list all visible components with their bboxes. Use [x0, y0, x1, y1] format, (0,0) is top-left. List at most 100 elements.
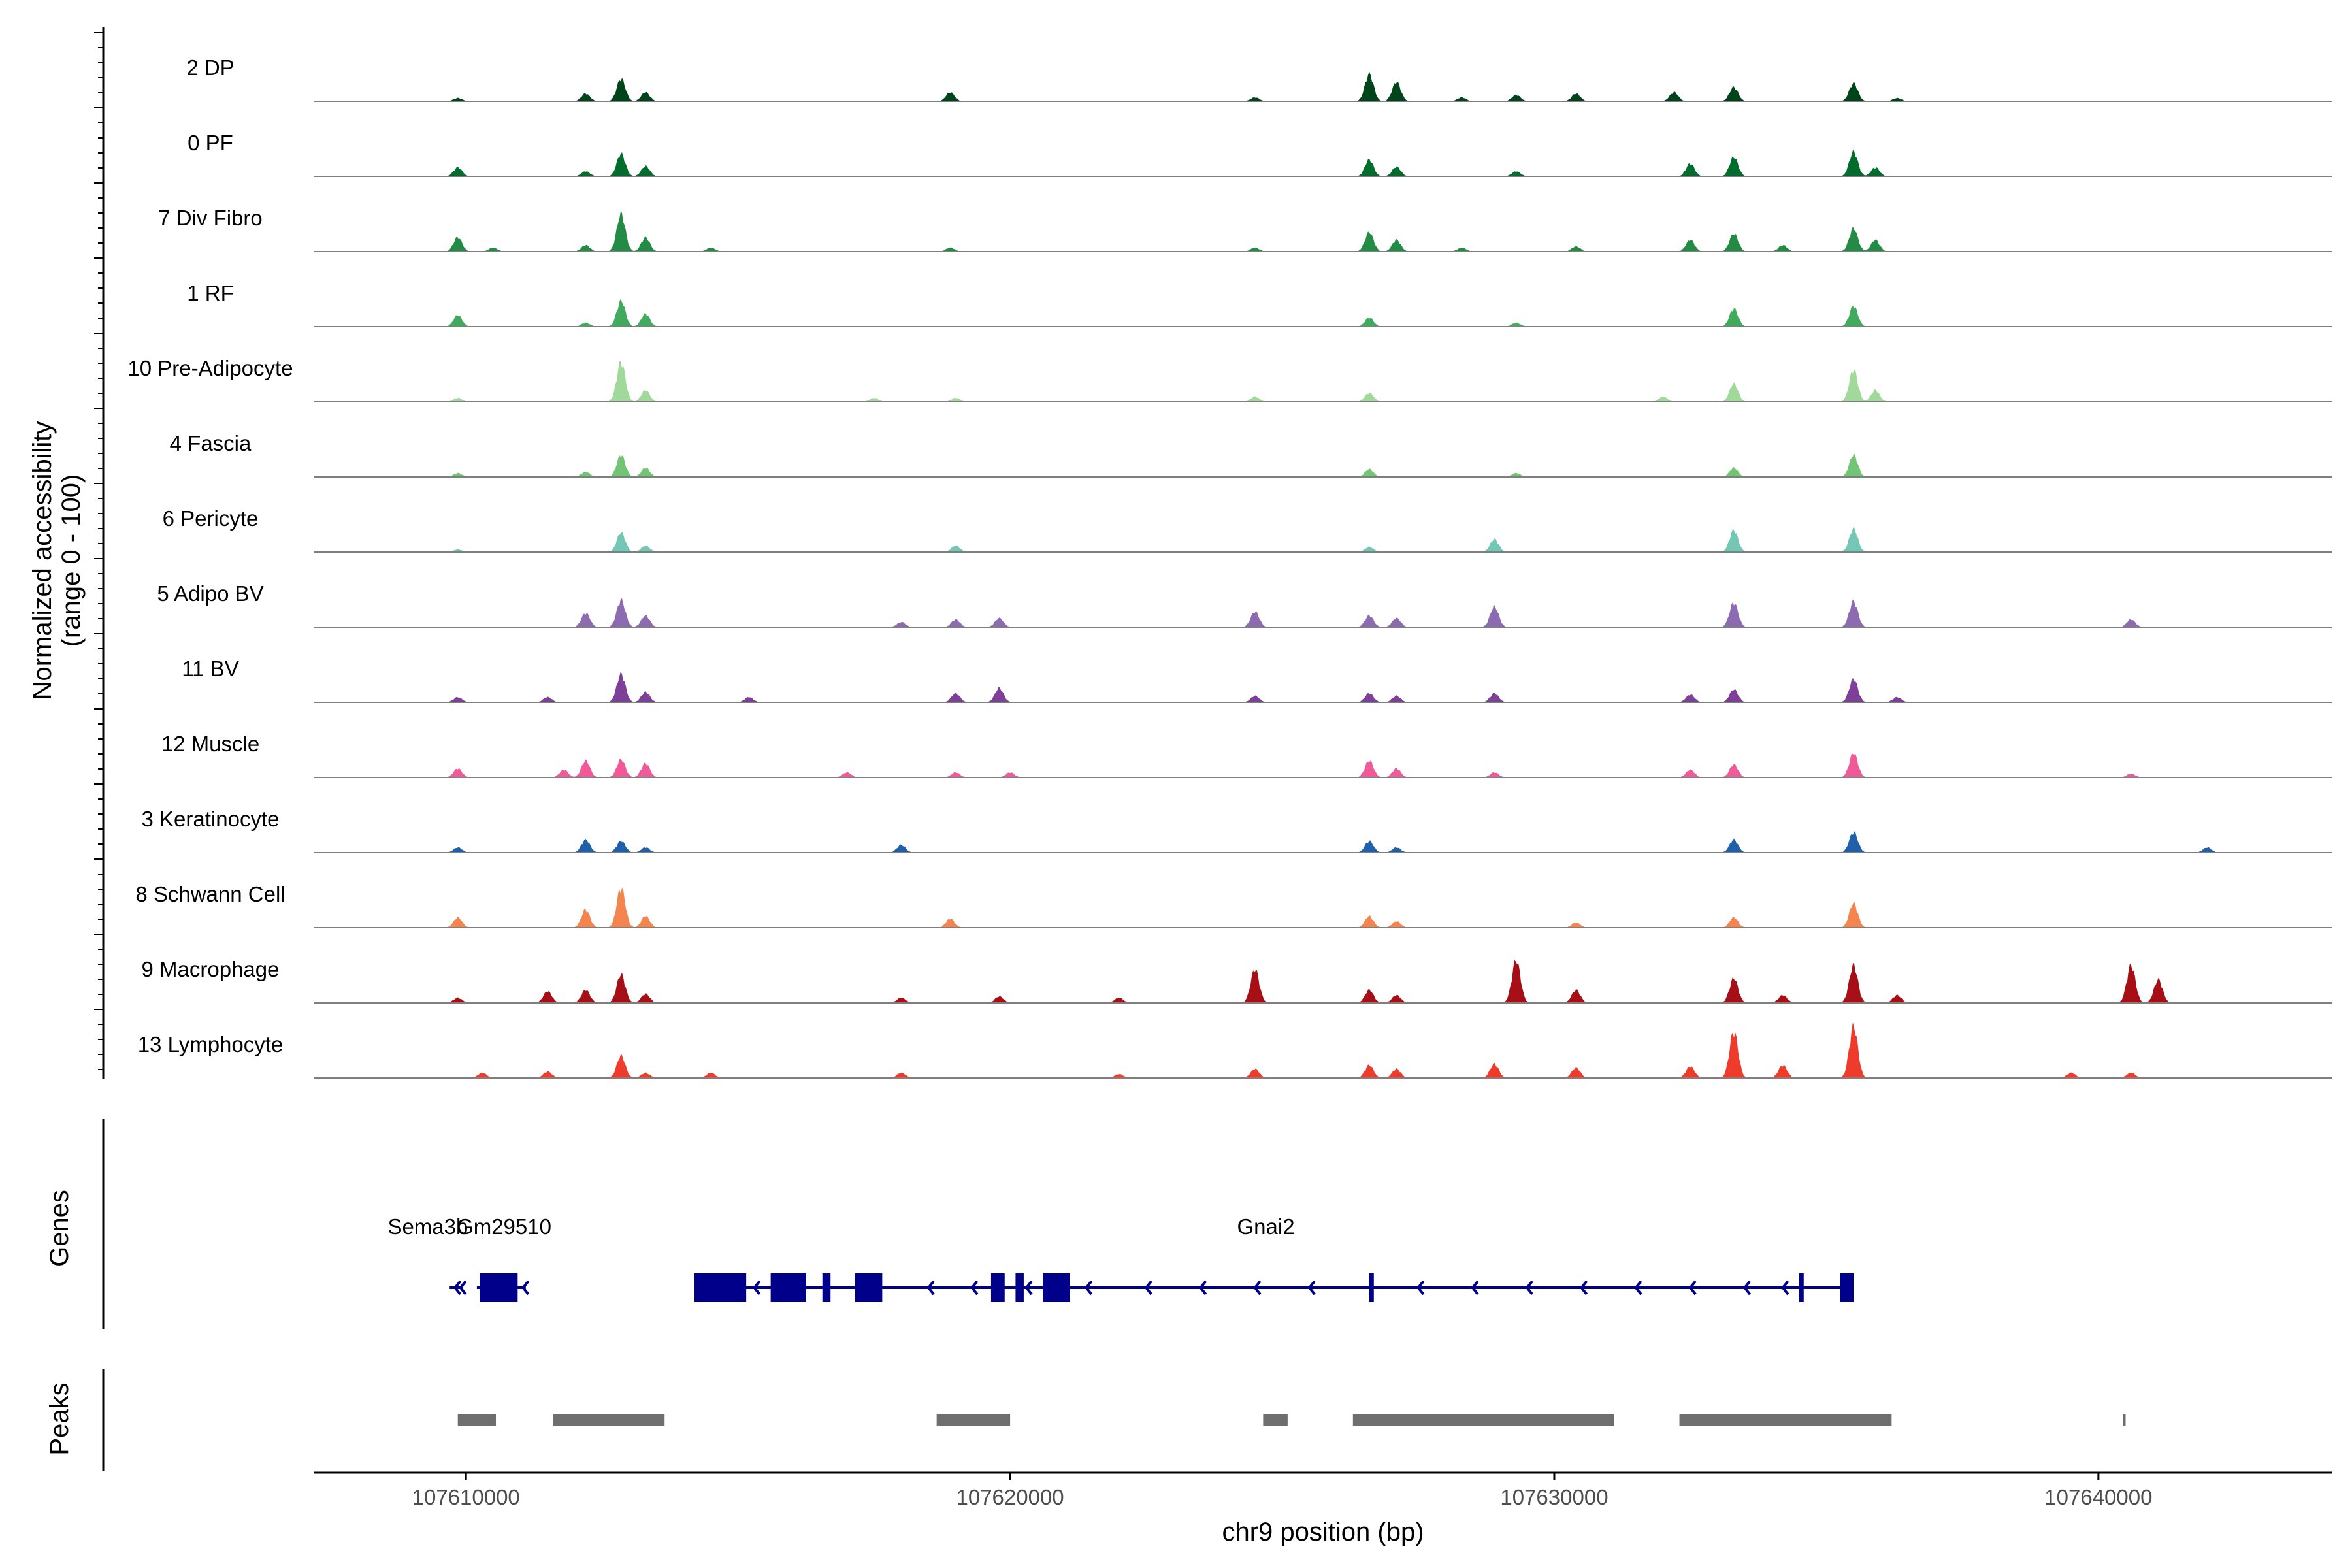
track-label: 9 Macrophage — [142, 957, 280, 981]
strand-arrow — [970, 1280, 979, 1296]
strand-arrow — [1688, 1280, 1697, 1296]
track-label: 7 Div Fibro — [158, 206, 263, 230]
track-3: 7 Div Fibro — [158, 206, 2332, 252]
strand-arrow — [1199, 1280, 1207, 1296]
gene-exon — [1043, 1273, 1070, 1302]
gene-label: Gm29510 — [457, 1215, 551, 1239]
strand-arrow — [1525, 1280, 1533, 1296]
coverage-area — [314, 453, 2332, 477]
peaks-track — [102, 1369, 2126, 1471]
coverage-area — [314, 527, 2332, 552]
track-7: 6 Pericyte — [163, 506, 2332, 553]
track-14: 13 Lymphocyte — [138, 1022, 2332, 1079]
y-axis-label-range: (range 0 - 100) — [57, 474, 86, 647]
strand-arrow — [1085, 1280, 1093, 1296]
strand-arrow — [1781, 1280, 1789, 1296]
coverage-area — [314, 598, 2332, 627]
strand-arrow — [1024, 1280, 1033, 1296]
gene-gm29510: Gm29510 — [457, 1215, 551, 1302]
gene-exon — [770, 1273, 806, 1302]
strand-arrow — [1416, 1280, 1425, 1296]
strand-arrow — [1634, 1280, 1642, 1296]
track-label: 10 Pre-Adipocyte — [127, 356, 293, 380]
track-label: 0 PF — [188, 131, 233, 155]
track-label: 5 Adipo BV — [157, 581, 263, 606]
x-tick-label: 107630000 — [1500, 1485, 1608, 1509]
track-label: 6 Pericyte — [163, 506, 259, 531]
strand-arrow — [926, 1280, 935, 1296]
track-11: 3 Keratinocyte — [142, 807, 2332, 853]
coverage-area — [314, 1022, 2332, 1078]
coverage-area — [314, 671, 2332, 702]
x-tick-label: 107640000 — [2044, 1485, 2152, 1509]
gene-exon — [1799, 1273, 1804, 1302]
track-label: 1 RF — [187, 281, 234, 305]
track-9: 11 BV — [182, 657, 2332, 703]
gene-exon — [1840, 1273, 1854, 1302]
track-label: 12 Muscle — [161, 732, 259, 756]
track-label: 8 Schwann Cell — [135, 882, 285, 906]
gene-exon — [694, 1273, 747, 1302]
track-label: 11 BV — [182, 657, 238, 681]
strand-arrow — [1307, 1280, 1316, 1296]
strand-arrow — [1253, 1280, 1262, 1296]
x-axis-label: chr9 position (bp) — [1222, 1518, 1424, 1546]
genes-panel-label: Genes — [45, 1190, 74, 1267]
gene-exon — [855, 1273, 883, 1302]
peak-region — [1352, 1414, 1614, 1426]
x-tick-label: 107610000 — [412, 1485, 520, 1509]
peak-region — [1263, 1414, 1288, 1426]
track-12: 8 Schwann Cell — [135, 882, 2332, 928]
coverage-area — [314, 887, 2332, 928]
gene-sema3b: Sema3b — [387, 1215, 468, 1296]
peak-region — [2123, 1414, 2126, 1426]
coverage-area — [314, 211, 2332, 252]
strand-arrow — [753, 1280, 761, 1296]
strand-arrow — [459, 1280, 467, 1296]
strand-arrow — [1144, 1280, 1152, 1296]
peak-region — [1679, 1414, 1892, 1426]
x-tick-label: 107620000 — [956, 1485, 1064, 1509]
track-10: 12 Muscle — [161, 732, 2332, 778]
coverage-area — [314, 150, 2332, 176]
track-6: 4 Fascia — [170, 431, 2332, 478]
strand-arrow — [453, 1280, 462, 1296]
coverage-area — [314, 361, 2332, 402]
gene-gnai2: Gnai2 — [694, 1215, 1854, 1302]
gene-exon — [1015, 1273, 1024, 1302]
gene-exon — [822, 1273, 831, 1302]
peak-region — [457, 1414, 497, 1426]
coverage-area — [314, 831, 2332, 853]
coverage-area — [314, 753, 2332, 777]
peak-region — [936, 1414, 1011, 1426]
track-4: 1 RF — [187, 281, 2332, 327]
strand-arrow — [1580, 1280, 1588, 1296]
gene-exon — [990, 1273, 1005, 1302]
peaks-panel-label: Peaks — [45, 1382, 74, 1455]
strand-arrow — [1742, 1280, 1752, 1296]
accessibility-tracks: 2 DP 0 PF 7 Div Fibro 1 RF 10 Pre-Adipocyte 4… — [127, 56, 2332, 1079]
track-label: 13 Lymphocyte — [138, 1032, 284, 1056]
track-5: 10 Pre-Adipocyte — [127, 356, 2332, 402]
y-axis-label: Normalized accessibility — [28, 421, 57, 700]
x-axis: 107610000 107620000 107630000 107640000 — [314, 1471, 2332, 1509]
coverage-area — [314, 71, 2332, 101]
track-8: 5 Adipo BV — [157, 581, 2332, 628]
track-1: 2 DP — [186, 56, 2332, 102]
strand-arrow — [1471, 1280, 1479, 1296]
track-label: 4 Fascia — [170, 431, 252, 455]
track-label: 3 Keratinocyte — [142, 807, 280, 831]
peak-region — [553, 1414, 665, 1426]
gene-label: Sema3b — [387, 1215, 468, 1239]
strand-arrow — [521, 1280, 530, 1296]
gene-exon — [480, 1273, 518, 1302]
track-2: 0 PF — [188, 131, 2332, 177]
y-axis — [94, 27, 105, 1079]
gene-label: Gnai2 — [1237, 1215, 1295, 1239]
track-label: 2 DP — [186, 56, 234, 80]
coverage-area — [314, 960, 2332, 1003]
coverage-area — [314, 299, 2332, 327]
gene-exon — [1369, 1273, 1374, 1302]
